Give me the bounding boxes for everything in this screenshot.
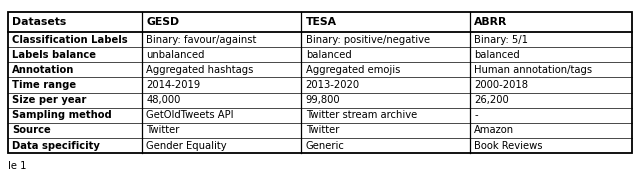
Text: Binary: favour/against: Binary: favour/against	[147, 35, 257, 45]
Text: 2014-2019: 2014-2019	[147, 80, 200, 90]
Text: Binary: positive/negative: Binary: positive/negative	[306, 35, 429, 45]
Text: Gender Equality: Gender Equality	[147, 141, 227, 150]
Text: -: -	[474, 110, 478, 120]
Text: Data specificity: Data specificity	[12, 141, 100, 150]
Text: Twitter: Twitter	[306, 125, 339, 135]
Text: Generic: Generic	[306, 141, 344, 150]
Text: Binary: 5/1: Binary: 5/1	[474, 35, 528, 45]
Text: Aggregated hashtags: Aggregated hashtags	[147, 65, 253, 75]
Text: Twitter stream archive: Twitter stream archive	[306, 110, 417, 120]
Text: 2013-2020: 2013-2020	[306, 80, 360, 90]
Bar	[8, 12, 632, 153]
Text: unbalanced: unbalanced	[147, 50, 205, 60]
Text: Amazon: Amazon	[474, 125, 515, 135]
Text: 48,000: 48,000	[147, 95, 180, 105]
Text: GetOldTweets API: GetOldTweets API	[147, 110, 234, 120]
Text: Aggregated emojis: Aggregated emojis	[306, 65, 400, 75]
Text: Book Reviews: Book Reviews	[474, 141, 543, 150]
Text: Human annotation/tags: Human annotation/tags	[474, 65, 593, 75]
Text: Source: Source	[12, 125, 51, 135]
Text: balanced: balanced	[474, 50, 520, 60]
Text: Time range: Time range	[12, 80, 76, 90]
Text: Annotation: Annotation	[12, 65, 74, 75]
Text: Size per year: Size per year	[12, 95, 86, 105]
Text: 99,800: 99,800	[306, 95, 340, 105]
Text: TESA: TESA	[306, 17, 337, 27]
Text: GESD: GESD	[147, 17, 179, 27]
Text: ABRR: ABRR	[474, 17, 508, 27]
Text: le 1: le 1	[8, 161, 26, 171]
Text: Labels balance: Labels balance	[12, 50, 96, 60]
Text: 2000-2018: 2000-2018	[474, 80, 528, 90]
Text: Twitter: Twitter	[147, 125, 180, 135]
Text: Datasets: Datasets	[12, 17, 67, 27]
Text: 26,200: 26,200	[474, 95, 509, 105]
Text: Sampling method: Sampling method	[12, 110, 112, 120]
Text: Classification Labels: Classification Labels	[12, 35, 127, 45]
Text: balanced: balanced	[306, 50, 351, 60]
